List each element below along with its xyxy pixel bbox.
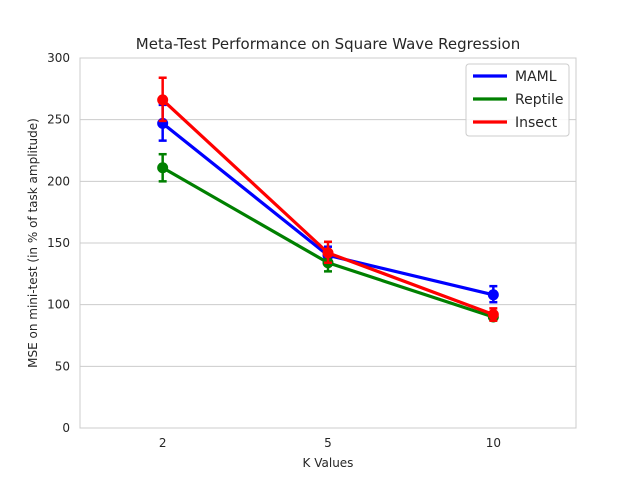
x-tick-label: 5 bbox=[324, 436, 332, 450]
y-tick-label: 0 bbox=[62, 421, 70, 435]
y-tick-label: 300 bbox=[47, 51, 70, 65]
legend-box bbox=[465, 63, 570, 137]
plot-frame bbox=[79, 57, 577, 429]
series-insect bbox=[157, 76, 499, 322]
data-point bbox=[157, 162, 169, 174]
data-point bbox=[487, 309, 499, 321]
x-axis-ticks: 2 5 10 bbox=[159, 436, 501, 450]
data-point bbox=[157, 94, 169, 106]
legend-label: Reptile bbox=[515, 92, 563, 108]
series-layer bbox=[157, 76, 499, 323]
legend-label: MAML bbox=[515, 69, 557, 85]
y-tick-label: 200 bbox=[47, 174, 70, 188]
x-tick-label: 2 bbox=[159, 436, 167, 450]
y-tick-label: 150 bbox=[47, 236, 70, 250]
y-axis-label: MSE on mini-test (in % of task amplitude… bbox=[26, 118, 40, 368]
data-point bbox=[487, 289, 499, 301]
legend: MAML Reptile Insect bbox=[465, 63, 570, 137]
data-point bbox=[322, 247, 334, 259]
legend-label: Insect bbox=[515, 115, 558, 131]
y-tick-label: 50 bbox=[55, 359, 70, 373]
x-tick-label: 10 bbox=[486, 436, 501, 450]
y-axis-ticks: 0 50 100 150 200 250 300 bbox=[47, 51, 70, 435]
y-tick-label: 100 bbox=[47, 298, 70, 312]
x-axis-label: K Values bbox=[303, 456, 354, 470]
chart-title: Meta-Test Performance on Square Wave Reg… bbox=[136, 35, 520, 53]
y-tick-label: 250 bbox=[47, 113, 70, 127]
